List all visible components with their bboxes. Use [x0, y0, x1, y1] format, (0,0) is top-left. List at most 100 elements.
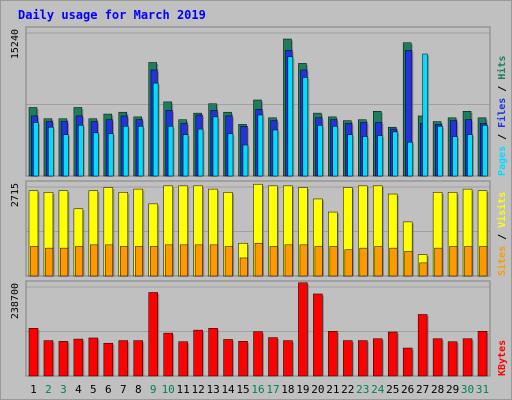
top-pages-bar-day-28	[437, 126, 443, 177]
chart-title: Daily usage for March 2019	[18, 8, 206, 22]
middle-sites-bar-day-5	[90, 244, 99, 277]
bottom-kbytes-bar-day-22	[343, 340, 353, 377]
top-pages-bar-day-18	[287, 56, 294, 177]
x-tick-label-day-13: 13	[206, 383, 219, 396]
bottom-kbytes-bar-day-2	[43, 340, 54, 377]
middle-sites-bar-day-10	[164, 244, 173, 277]
middle-sites-bar-day-19	[299, 244, 308, 277]
top-max-label: 15240	[10, 29, 21, 59]
bottom-kbytes-bar-day-15	[238, 341, 248, 377]
middle-sites-bar-day-30	[464, 246, 473, 277]
bottom-kbytes-bar-day-29	[447, 341, 458, 377]
top-pages-bar-day-13	[212, 116, 219, 177]
x-tick-label-day-7: 7	[120, 383, 127, 396]
top-pages-bar-day-30	[467, 134, 473, 177]
bottom-kbytes-bar-day-27	[417, 314, 428, 377]
bottom-kbytes-bar-day-4	[73, 338, 84, 377]
x-tick-label-day-17: 17	[266, 383, 279, 396]
chart-bars	[28, 38, 489, 377]
x-tick-label-day-19: 19	[296, 383, 309, 396]
middle-sites-bar-day-8	[135, 246, 143, 277]
top-pages-bar-day-27	[422, 53, 428, 177]
top-pages-bar-day-4	[78, 125, 84, 177]
bottom-kbytes-bar-day-23	[358, 340, 368, 377]
bottom-max-label: 238700	[10, 283, 21, 319]
middle-sites-bar-day-18	[284, 244, 293, 277]
middle-max-label: 2715	[10, 183, 21, 207]
top-pages-bar-day-31	[482, 125, 488, 177]
middle-sites-bar-day-7	[120, 246, 129, 277]
top-pages-bar-day-2	[48, 126, 54, 177]
top-pages-bar-day-14	[227, 133, 234, 177]
bottom-kbytes-bar-day-14	[223, 339, 233, 377]
middle-sites-bar-day-24	[374, 246, 383, 277]
x-tick-label-day-8: 8	[135, 383, 142, 396]
legend-hits: Hits	[496, 56, 508, 80]
x-tick-label-day-30: 30	[461, 383, 474, 396]
middle-sites-bar-day-17	[269, 246, 278, 277]
legend-separator: /	[497, 228, 508, 246]
top-pages-bar-day-25	[392, 131, 398, 177]
x-tick-label-day-28: 28	[431, 383, 444, 396]
x-tick-label-day-14: 14	[221, 383, 235, 396]
middle-sites-bar-day-3	[60, 247, 69, 277]
top-pages-bar-day-1	[33, 122, 39, 177]
top-pages-bar-day-24	[377, 135, 383, 177]
x-tick-label-day-4: 4	[75, 383, 82, 396]
top-pages-bar-day-9	[152, 82, 159, 177]
middle-sites-bar-day-20	[314, 246, 323, 277]
top-pages-bar-day-17	[272, 129, 279, 177]
bottom-kbytes-bar-day-12	[193, 329, 203, 377]
middle-sites-bar-day-16	[254, 242, 263, 277]
bottom-legend: KBytes	[497, 340, 508, 376]
bottom-kbytes-bar-day-10	[163, 332, 173, 377]
bottom-kbytes-bar-day-19	[298, 282, 308, 377]
bottom-kbytes-bar-day-18	[283, 340, 293, 377]
x-tick-label-day-2: 2	[45, 383, 52, 396]
middle-sites-bar-day-22	[344, 249, 353, 277]
top-pages-bar-day-6	[107, 133, 114, 177]
x-tick-label-day-27: 27	[416, 383, 429, 396]
top-pages-bar-day-23	[362, 136, 368, 177]
legend-separator: /	[497, 128, 508, 146]
middle-sites-bar-day-15	[239, 257, 248, 277]
bottom-kbytes-bar-day-26	[402, 347, 413, 377]
legend-separator: /	[497, 80, 508, 98]
top-pages-bar-day-20	[317, 125, 324, 177]
top-pages-bar-day-3	[63, 134, 69, 177]
x-tick-label-day-29: 29	[446, 383, 459, 396]
bottom-kbytes-bar-day-28	[432, 338, 443, 377]
middle-sites-bar-day-26	[404, 251, 413, 277]
middle-sites-bar-day-25	[389, 247, 398, 277]
middle-sites-bar-day-31	[479, 246, 488, 277]
bottom-kbytes-bar-day-13	[208, 328, 218, 377]
top-pages-bar-day-11	[182, 134, 189, 177]
x-tick-label-day-10: 10	[162, 383, 175, 396]
x-tick-label-day-9: 9	[150, 383, 157, 396]
bottom-kbytes-bar-day-20	[313, 293, 323, 377]
top-pages-bar-day-26	[407, 141, 413, 177]
x-tick-label-day-11: 11	[177, 383, 190, 396]
legend-sites: Sites	[496, 246, 508, 276]
x-tick-label-day-20: 20	[311, 383, 324, 396]
x-tick-label-day-18: 18	[281, 383, 294, 396]
bottom-kbytes-bar-day-7	[118, 340, 129, 377]
middle-sites-bar-day-9	[149, 246, 158, 277]
top-pages-bar-day-29	[452, 136, 458, 177]
top-pages-bar-day-5	[93, 132, 99, 177]
bottom-kbytes-bar-day-25	[387, 331, 398, 377]
x-tick-label-day-6: 6	[105, 383, 112, 396]
bottom-kbytes-bar-day-6	[103, 342, 114, 377]
bottom-kbytes-bar-day-9	[148, 292, 158, 377]
legend-pages: Pages	[497, 146, 508, 176]
top-pages-bar-day-16	[257, 114, 264, 177]
bottom-kbytes-bar-day-3	[58, 341, 69, 377]
bottom-kbytes-bar-day-1	[28, 328, 39, 377]
middle-sites-bar-day-29	[449, 246, 458, 277]
x-tick-label-day-12: 12	[192, 383, 205, 396]
middle-sites-bar-day-13	[209, 244, 218, 277]
bottom-kbytes-bar-day-24	[373, 338, 383, 377]
bottom-kbytes-bar-day-8	[133, 340, 143, 377]
